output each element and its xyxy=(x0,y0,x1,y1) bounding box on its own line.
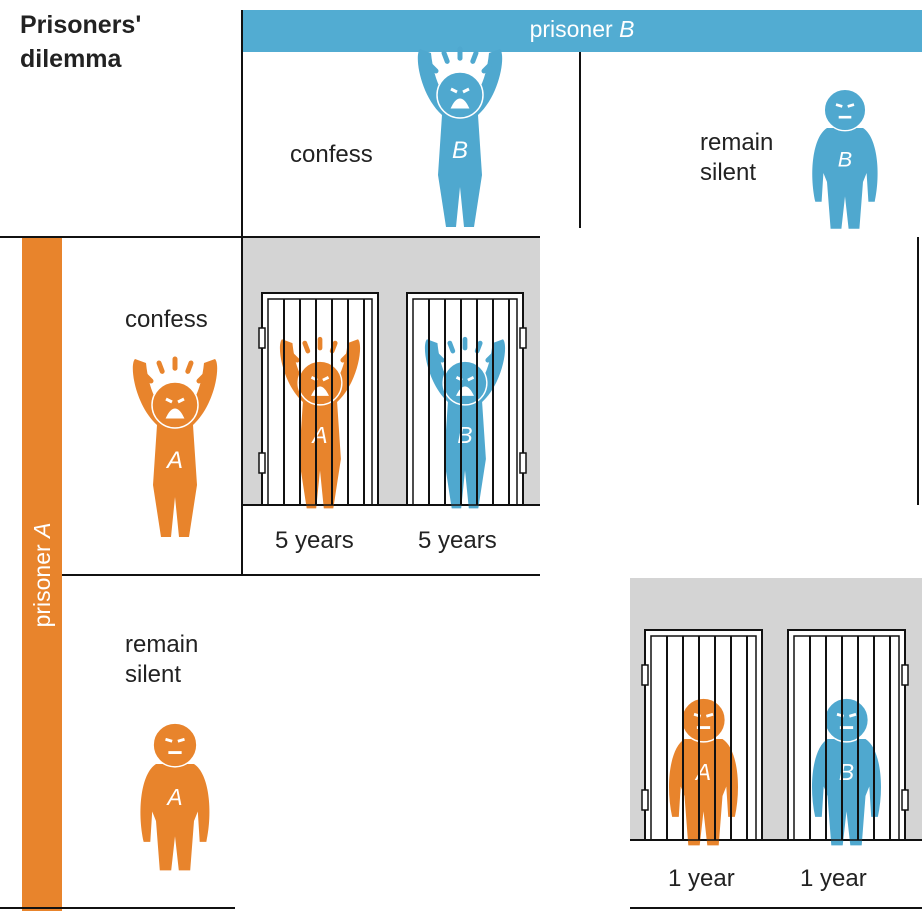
jail-hinge xyxy=(901,789,909,811)
sweat-mark xyxy=(156,360,165,374)
sentence: 1 year xyxy=(800,865,867,892)
row-label: confess xyxy=(125,306,208,333)
figure-head xyxy=(297,360,343,406)
figure-head xyxy=(152,722,198,768)
jail-hinge xyxy=(641,789,649,811)
letter: A xyxy=(29,522,55,538)
grid-lines xyxy=(0,10,922,909)
jail-hinge xyxy=(901,664,909,686)
prisoner-figure: A xyxy=(140,722,210,871)
label: prisoner xyxy=(529,16,613,42)
jail-hinge xyxy=(258,452,266,474)
sweat-mark xyxy=(470,50,479,64)
sweat-mark xyxy=(447,340,456,354)
figure-face xyxy=(165,397,185,419)
figure-letter: B xyxy=(457,422,472,448)
jail-inner xyxy=(412,298,518,506)
label: prisoner xyxy=(29,544,55,628)
figure-letter: A xyxy=(694,759,711,785)
jail-hinge xyxy=(519,452,527,474)
figure-letter: A xyxy=(165,447,183,474)
sweat-mark xyxy=(434,352,445,363)
sweat-mark xyxy=(302,340,311,354)
figure-body xyxy=(669,739,738,846)
title: Prisoners' dilemma xyxy=(20,11,142,73)
figure-body xyxy=(812,739,881,846)
sweat-mark xyxy=(481,62,493,74)
jail-cell: B xyxy=(787,629,909,846)
column-label: confess xyxy=(290,141,373,168)
sweat-mark xyxy=(441,50,450,64)
figure-letter: A xyxy=(165,784,182,810)
figure-body xyxy=(140,764,210,871)
figure-head xyxy=(680,697,727,743)
jail-inner xyxy=(650,635,757,841)
figure-head xyxy=(823,88,867,132)
figure-face xyxy=(450,87,470,109)
figure-letter: B xyxy=(838,147,852,172)
jail-inner xyxy=(267,298,373,506)
prisoner-a-label: prisoner A xyxy=(27,475,57,675)
jail-hinge xyxy=(641,664,649,686)
prisoner-figure: B xyxy=(812,88,878,229)
prisoner-b-bar xyxy=(242,10,922,52)
sweat-mark xyxy=(427,62,439,74)
jail-hinge xyxy=(258,327,266,349)
figure-letter: B xyxy=(452,137,468,164)
row-label: remain silent xyxy=(125,631,199,688)
figure-letter: A xyxy=(310,422,327,448)
sweat-mark xyxy=(196,372,208,384)
prisoner-a-bar xyxy=(22,237,62,911)
sentence: 1 year xyxy=(668,865,735,892)
sweat-mark xyxy=(142,372,154,384)
jail-cell: B xyxy=(406,292,527,509)
figure-head xyxy=(442,360,488,406)
sentence: 5 years xyxy=(418,527,497,554)
prisoner-b-label: prisoner B xyxy=(242,14,922,44)
prisoner-figure: B xyxy=(417,46,503,227)
jail-cell: A xyxy=(641,629,763,846)
prisoner-figure: A xyxy=(132,356,218,537)
figure-head xyxy=(436,71,484,119)
jail-cell: A xyxy=(258,292,379,509)
letter: B xyxy=(619,16,635,42)
figure-body xyxy=(812,128,878,229)
figure-face xyxy=(165,737,185,755)
sentence: 5 years xyxy=(275,527,354,554)
figure-head xyxy=(151,381,199,429)
figure-face xyxy=(835,103,855,119)
column-label: remain silent xyxy=(700,129,774,186)
jail-inner xyxy=(793,635,900,841)
jail-hinge xyxy=(519,327,527,349)
figure-head xyxy=(823,697,870,743)
figure-face xyxy=(310,376,330,396)
sweat-mark xyxy=(289,352,300,363)
sweat-mark xyxy=(185,360,194,374)
